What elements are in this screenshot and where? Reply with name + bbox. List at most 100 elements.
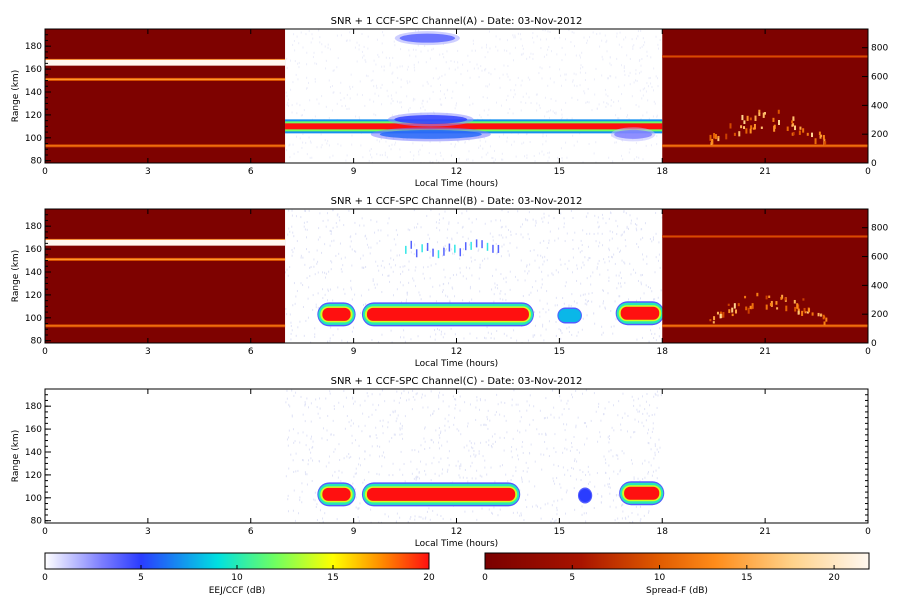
noise-speck xyxy=(375,434,377,437)
noise-speck xyxy=(556,53,558,56)
noise-speck xyxy=(576,140,578,143)
noise-speck xyxy=(555,99,557,102)
noise-speck xyxy=(293,394,295,397)
noise-speck xyxy=(309,156,311,159)
noise-speck xyxy=(426,510,428,513)
noise-speck xyxy=(507,211,509,214)
noise-speck xyxy=(469,403,471,406)
noise-speck xyxy=(429,277,431,280)
noise-speck xyxy=(624,262,626,265)
noise-speck xyxy=(343,288,345,291)
noise-speck xyxy=(488,439,490,442)
noise-speck xyxy=(327,340,329,343)
noise-speck xyxy=(543,212,545,215)
noise-speck xyxy=(417,476,419,479)
noise-speck xyxy=(475,454,477,457)
noise-speck xyxy=(301,482,303,485)
noise-speck xyxy=(486,43,488,46)
noise-speck xyxy=(564,473,566,476)
noise-speck xyxy=(526,400,528,403)
noise-speck xyxy=(608,477,610,480)
noise-speck xyxy=(377,341,379,343)
noise-speck xyxy=(531,286,533,289)
noise-speck xyxy=(555,519,557,522)
spread-f-plume xyxy=(746,115,749,121)
noise-speck xyxy=(521,478,523,481)
noise-speck xyxy=(352,397,354,400)
noise-speck xyxy=(425,463,427,466)
noise-speck xyxy=(581,505,583,508)
noise-speck xyxy=(407,520,409,523)
noise-speck xyxy=(291,389,293,392)
noise-speck xyxy=(638,156,640,159)
noise-speck xyxy=(505,225,507,228)
noise-speck xyxy=(346,93,348,96)
noise-speck xyxy=(568,304,570,307)
noise-speck xyxy=(501,158,503,161)
noise-speck xyxy=(610,449,612,452)
noise-speck xyxy=(412,277,414,280)
noise-speck xyxy=(321,51,323,54)
noise-speck xyxy=(651,86,653,89)
noise-speck xyxy=(371,413,373,416)
noise-speck xyxy=(485,67,487,70)
noise-speck xyxy=(439,284,441,287)
noise-speck xyxy=(633,431,635,434)
noise-speck xyxy=(539,409,541,412)
noise-speck xyxy=(496,284,498,287)
y-tick-label: 120 xyxy=(25,111,42,121)
noise-speck xyxy=(288,144,290,147)
noise-speck xyxy=(532,334,534,337)
noise-speck xyxy=(604,306,606,309)
noise-speck xyxy=(488,30,490,33)
noise-speck xyxy=(644,476,646,479)
noise-speck xyxy=(457,460,459,463)
noise-speck xyxy=(316,406,318,409)
noise-speck xyxy=(634,223,636,226)
noise-speck xyxy=(456,231,458,234)
noise-speck xyxy=(451,96,453,99)
noise-speck xyxy=(422,272,424,275)
noise-speck xyxy=(658,335,660,338)
noise-speck xyxy=(397,76,399,79)
noise-speck xyxy=(369,98,371,101)
noise-speck xyxy=(465,266,467,269)
noise-speck xyxy=(383,266,385,269)
noise-speck xyxy=(513,140,515,143)
noise-speck xyxy=(339,91,341,94)
noise-speck xyxy=(580,67,582,70)
noise-speck xyxy=(471,477,473,480)
noise-speck xyxy=(463,446,465,449)
noise-speck xyxy=(513,89,515,92)
noise-speck xyxy=(476,337,478,340)
noise-speck xyxy=(609,74,611,77)
noise-speck xyxy=(526,154,528,157)
noise-speck xyxy=(522,236,524,239)
noise-speck xyxy=(292,231,294,234)
night-segment xyxy=(662,209,868,343)
noise-speck xyxy=(362,156,364,159)
noise-speck xyxy=(589,36,591,39)
noise-speck xyxy=(546,416,548,419)
spread-f-plume xyxy=(709,134,712,141)
noise-speck xyxy=(420,298,422,301)
noise-speck xyxy=(592,31,594,34)
noise-speck xyxy=(612,499,614,502)
noise-speck xyxy=(624,239,626,242)
noise-speck xyxy=(487,257,489,260)
noise-speck xyxy=(564,285,566,288)
noise-speck xyxy=(429,160,431,163)
noise-speck xyxy=(324,512,326,515)
noise-speck xyxy=(369,435,371,438)
noise-speck xyxy=(544,96,546,99)
noise-speck xyxy=(567,469,569,472)
noise-speck xyxy=(506,334,508,337)
noise-speck xyxy=(291,329,293,332)
noise-speck xyxy=(394,409,396,412)
noise-speck xyxy=(415,55,417,58)
noise-speck xyxy=(613,253,615,256)
noise-speck xyxy=(616,287,618,290)
noise-speck xyxy=(538,152,540,155)
noise-speck xyxy=(333,407,335,410)
noise-speck xyxy=(416,477,418,480)
